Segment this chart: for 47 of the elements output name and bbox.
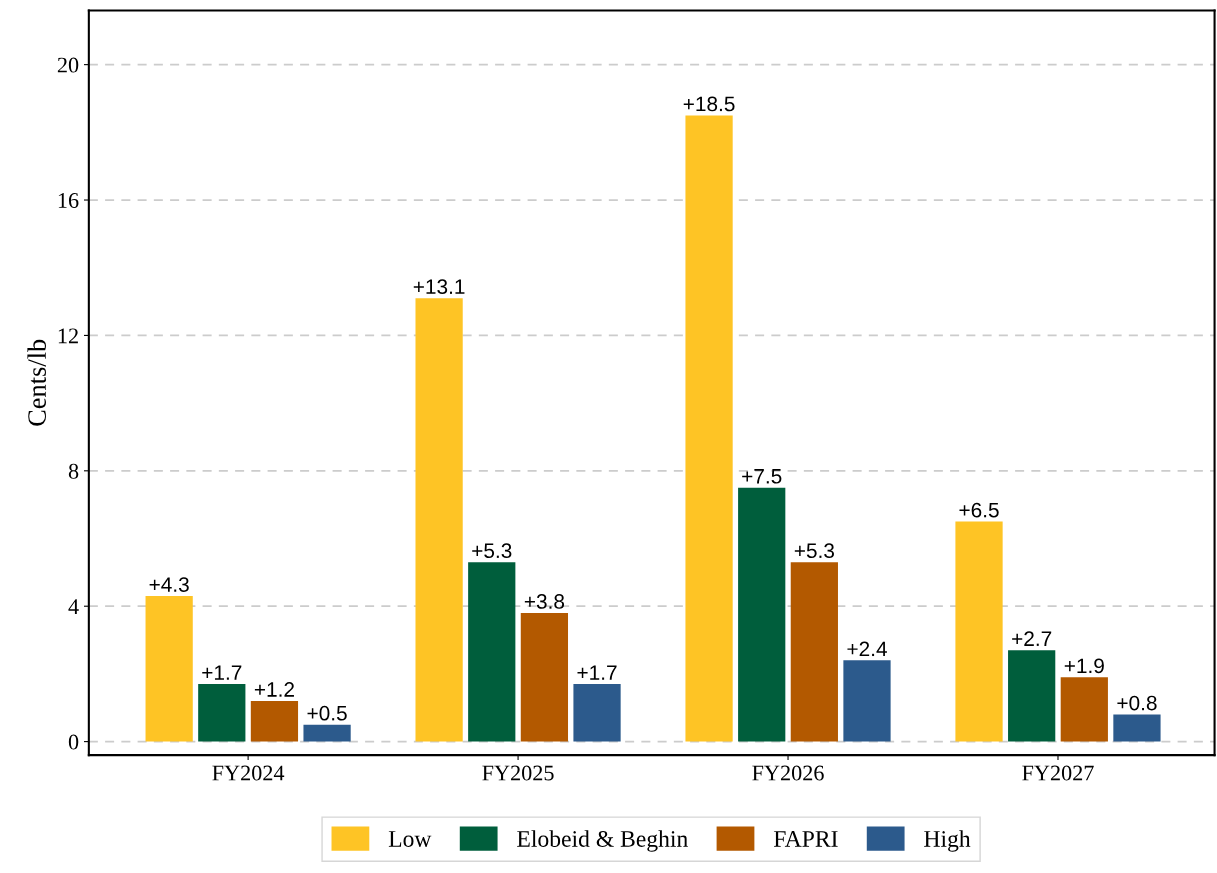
y-tick-label: 8 (68, 463, 79, 479)
bar (1008, 650, 1056, 742)
data-label: +2.4 (847, 641, 887, 657)
y-tick-label: 16 (58, 193, 79, 208)
y-tick-label: 20 (57, 57, 79, 73)
data-label: +1.7 (202, 665, 242, 680)
data-label: +6.5 (959, 502, 999, 518)
x-tick-label: FY2024 (212, 765, 285, 781)
data-label: +0.8 (1117, 695, 1157, 711)
data-label: +18.5 (683, 96, 735, 112)
x-tick-label: FY2027 (1022, 765, 1094, 781)
y-tick-label: 4 (68, 599, 79, 614)
data-label: +3.8 (524, 594, 565, 609)
legend-label: FAPRI (773, 831, 838, 847)
data-label: +0.5 (307, 705, 347, 721)
bar (1113, 714, 1161, 742)
bar (520, 612, 569, 742)
bar (250, 700, 299, 742)
data-label: +1.2 (254, 682, 294, 697)
y-tick-label: 12 (58, 328, 78, 344)
data-label: +2.7 (1012, 631, 1052, 646)
data-label: +4.3 (149, 577, 189, 592)
legend-label: High (924, 830, 971, 852)
y-tick-label: 0 (68, 734, 79, 750)
bar (198, 684, 246, 742)
bar (685, 115, 733, 742)
data-label: +13.1 (413, 279, 465, 295)
bar (843, 660, 891, 742)
data-label: +5.3 (794, 543, 834, 559)
bar (573, 684, 621, 742)
x-tick-label: FY2026 (752, 765, 824, 781)
bar (303, 724, 351, 742)
data-label: +1.7 (577, 665, 617, 680)
legend-label: Elobeid & Beghin (517, 830, 688, 852)
y-axis-title: Cents/lb (27, 339, 46, 426)
bar (415, 298, 463, 742)
bar (145, 596, 193, 742)
data-label: +1.9 (1064, 658, 1104, 674)
legend-label: Low (388, 831, 432, 847)
data-label: +5.3 (472, 543, 512, 559)
bar (955, 521, 1003, 742)
bar (468, 562, 516, 742)
data-label: +7.5 (742, 469, 782, 484)
bar (738, 487, 786, 742)
bar (1060, 677, 1108, 742)
bar (790, 562, 838, 742)
x-tick-label: FY2025 (482, 765, 554, 781)
